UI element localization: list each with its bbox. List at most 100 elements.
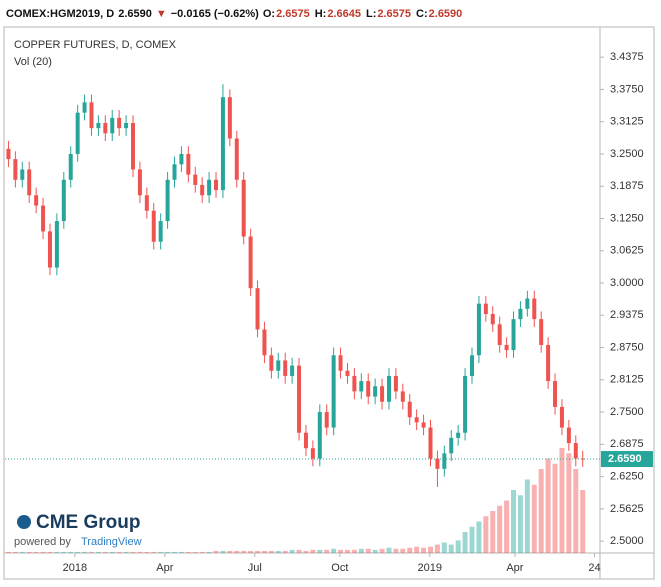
candle-body — [428, 427, 433, 459]
candle-body — [179, 153, 184, 165]
candle-body — [331, 355, 336, 428]
candle-body — [13, 159, 18, 180]
y-tick-label: 2.6250 — [610, 471, 644, 483]
volume-bar — [61, 551, 67, 553]
volume-bar — [331, 548, 337, 553]
candle-body — [144, 195, 149, 211]
volume-bar — [517, 495, 523, 553]
candle-body — [317, 412, 322, 459]
volume-bar — [386, 547, 392, 553]
volume-bar — [88, 551, 94, 553]
candle-body — [511, 319, 516, 351]
volume-bar — [33, 551, 39, 553]
candle-body — [130, 122, 135, 170]
volume-bar — [559, 448, 565, 553]
ohlc-label: L: — [366, 8, 376, 20]
volume-bar — [393, 548, 399, 553]
volume-bar — [19, 551, 25, 553]
volume-bar — [504, 500, 510, 553]
volume-bar — [185, 551, 191, 553]
chart-subtitle: Vol (20) — [14, 56, 52, 68]
candle-body — [435, 458, 440, 469]
volume-bar — [455, 540, 461, 553]
candle-body — [421, 422, 426, 428]
candle-body — [117, 117, 122, 129]
volume-bar — [407, 547, 413, 553]
logo-icon — [17, 515, 31, 529]
ohlc-value: 2.6575 — [276, 8, 310, 20]
candle-body — [255, 288, 260, 330]
volume-bar — [47, 551, 53, 553]
candle-body — [82, 102, 87, 113]
y-tick-label: 3.2500 — [610, 148, 644, 160]
candle-body — [414, 417, 419, 423]
candle-body — [110, 117, 115, 134]
candle-body — [227, 97, 232, 139]
change: −0.0165 (−0.62%) — [171, 8, 259, 20]
arrow: ▼ — [156, 8, 167, 20]
volume-bar — [580, 490, 586, 553]
volume-bar — [524, 479, 530, 553]
y-tick-label: 2.8125 — [610, 374, 644, 386]
volume-bar — [5, 551, 11, 553]
candle-body — [54, 221, 59, 268]
volume-bar — [234, 550, 240, 553]
candle-body — [518, 308, 523, 320]
ohlc-value: 2.6575 — [377, 8, 411, 20]
candle-body — [352, 375, 357, 392]
candle-body — [27, 169, 32, 196]
candle-body — [539, 319, 544, 345]
candle-body — [303, 432, 308, 449]
ohlc-value: 2.6645 — [327, 8, 361, 20]
logo: CME Group powered by TradingView — [14, 512, 142, 548]
last-price-box — [601, 451, 653, 468]
candle-body — [290, 365, 295, 376]
candle-body — [442, 453, 447, 469]
x-tick-label: 24 — [588, 562, 600, 574]
candle-body — [6, 148, 11, 160]
volume-bar — [531, 484, 537, 553]
volume-bar — [95, 551, 101, 553]
candle-body — [165, 179, 170, 222]
candle-body — [504, 344, 509, 351]
candle-body — [580, 458, 585, 460]
candle-body — [158, 221, 163, 242]
logo-powered: powered by — [14, 536, 71, 548]
y-tick-label: 3.1875 — [610, 180, 644, 192]
volume-bar — [441, 542, 447, 553]
x-tick-label: 2019 — [418, 562, 442, 574]
y-tick-label: 2.6875 — [610, 438, 644, 450]
volume-bar — [102, 551, 108, 553]
header: COMEX:HGM2019, D 2.6590 ▼ −0.0165 (−0.62%) O… — [6, 8, 462, 20]
candle-body — [373, 386, 378, 397]
volume-bar — [379, 548, 385, 553]
candle-body — [297, 365, 302, 433]
volume-bar — [552, 463, 558, 553]
candle-body — [34, 195, 39, 206]
last-price-label: 2.6590 — [608, 453, 642, 465]
y-tick-label: 2.9375 — [610, 309, 644, 321]
candle-body — [546, 344, 551, 382]
x-tick-label: Oct — [331, 562, 348, 574]
volume-bar — [365, 548, 371, 553]
price: 2.6590 — [118, 8, 152, 20]
candle-body — [241, 179, 246, 237]
ohlc-label: O: — [263, 8, 275, 20]
volume-bar — [82, 551, 88, 553]
volume-bar — [483, 516, 489, 553]
volume-bar — [462, 532, 468, 553]
candle-body — [276, 360, 281, 371]
candle-body — [525, 298, 530, 309]
frame — [3, 26, 655, 580]
candle-body — [359, 381, 364, 392]
candle-body — [497, 324, 502, 345]
candle-body — [476, 303, 481, 356]
volume-bar — [109, 551, 115, 553]
y-tick-label: 3.0000 — [610, 277, 644, 289]
volume-bar — [12, 551, 18, 553]
candle-body — [324, 412, 329, 428]
candle-body — [248, 236, 253, 289]
x-tick-label: Apr — [156, 562, 173, 574]
candle-body — [338, 355, 343, 371]
volume-bar — [538, 469, 544, 553]
